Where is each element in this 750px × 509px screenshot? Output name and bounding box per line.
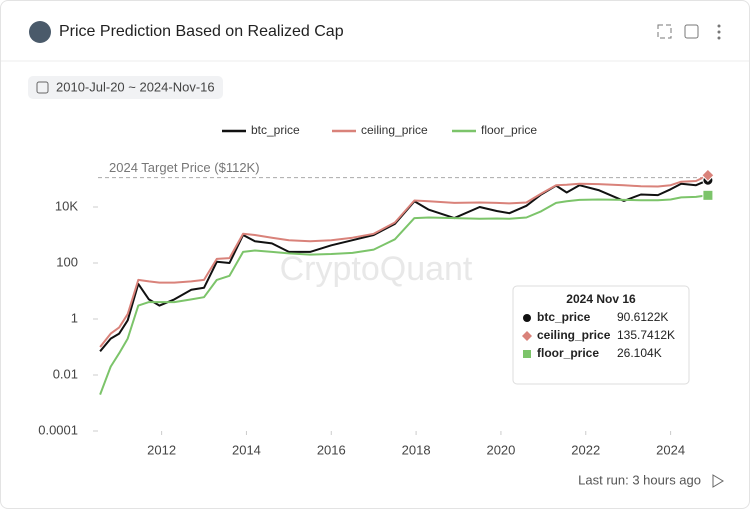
- open-icon[interactable]: [684, 24, 699, 39]
- y-tick-label: 10K: [55, 198, 78, 213]
- tooltip-value: 26.104K: [617, 346, 662, 360]
- avatar: [29, 21, 51, 43]
- tooltip-name: btc_price: [537, 310, 591, 324]
- x-tick-label: 2024: [656, 442, 685, 457]
- y-tick-label: 0.01: [53, 366, 78, 381]
- tooltip-value: 135.7412K: [617, 328, 675, 342]
- date-range: 2010-Jul-20 ~ 2024-Nov-16: [56, 79, 215, 94]
- tooltip-name: floor_price: [537, 346, 599, 360]
- menu-icon[interactable]: [717, 24, 721, 40]
- tooltip-icon: [523, 350, 531, 358]
- end-marker: [702, 189, 714, 201]
- series-line: [99, 174, 709, 348]
- watermark: CryptoQuant: [280, 250, 473, 288]
- tooltip-name: ceiling_price: [537, 328, 611, 342]
- x-tick-label: 2020: [486, 442, 515, 457]
- tooltip-value: 90.6122K: [617, 310, 668, 324]
- x-tick-label: 2018: [402, 442, 431, 457]
- x-tick-label: 2014: [232, 442, 261, 457]
- expand-icon[interactable]: [657, 24, 672, 39]
- date-chip[interactable]: [28, 76, 223, 99]
- x-tick-label: 2022: [571, 442, 600, 457]
- x-tick-label: 2016: [317, 442, 346, 457]
- y-tick-label: 0.0001: [38, 422, 78, 437]
- tooltip-title: 2024 Nov 16: [566, 292, 636, 306]
- end-marker: [701, 168, 715, 182]
- legend-label: ceiling_price: [361, 123, 428, 137]
- tooltip-icon: [522, 331, 532, 341]
- y-tick-label: 100: [56, 254, 78, 269]
- tooltip-box: [512, 285, 690, 385]
- x-tick-label: 2012: [147, 442, 176, 457]
- target-label: 2024 Target Price ($112K): [109, 160, 260, 175]
- series-line: [99, 194, 709, 395]
- chart-title: Price Prediction Based on Realized Cap: [59, 23, 344, 40]
- tooltip-icon: [523, 314, 531, 322]
- y-tick-label: 1: [71, 310, 78, 325]
- legend-label: floor_price: [481, 123, 537, 137]
- run-icon[interactable]: [712, 474, 724, 488]
- calendar-icon: [36, 81, 49, 94]
- legend-label: btc_price: [251, 123, 300, 137]
- footer: Last run: 3 hours ago: [578, 472, 701, 487]
